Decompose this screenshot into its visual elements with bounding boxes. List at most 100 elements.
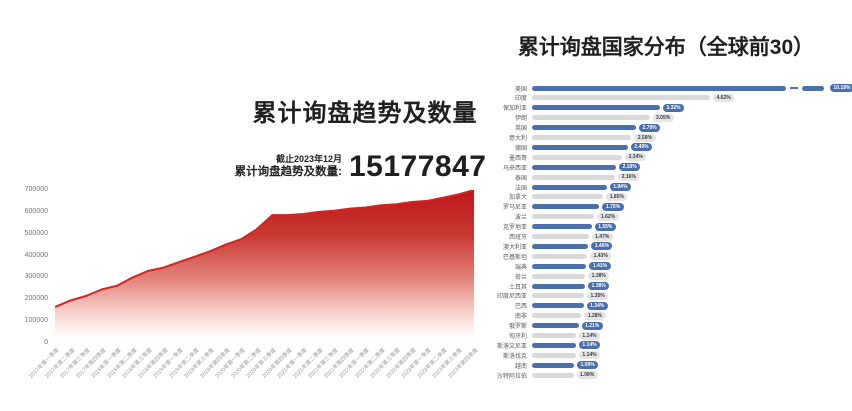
trend-total-value: 15177847 <box>349 150 487 183</box>
country-bar-row: 德国 2.49% <box>455 143 850 152</box>
country-bar-row: 俄罗斯 1.21% <box>455 321 850 331</box>
trend-chart-title: 累计询盘趋势及数量 <box>252 100 478 127</box>
country-bar <box>532 115 650 121</box>
country-bar-row: 罗马尼亚 1.75% <box>455 202 850 211</box>
country-bar-row: 匈牙利 1.14% <box>455 331 850 340</box>
country-label: 泰国 <box>514 175 527 182</box>
country-value-badge: 4.62% <box>713 93 735 102</box>
country-label: 德国 <box>514 145 527 152</box>
country-label: 意大利 <box>508 136 527 142</box>
country-bar <box>532 243 589 249</box>
country-label: 加拿大 <box>508 195 527 202</box>
country-value-badge: 1.28% <box>584 311 606 320</box>
y-tick-label: 100000 <box>24 317 48 325</box>
y-tick-label: 200000 <box>24 295 48 303</box>
country-label: 匈牙利 <box>508 334 527 340</box>
country-bar-row: 澳大利亚 1.46% <box>455 242 850 251</box>
country-bar <box>532 273 586 279</box>
country-label: 印度 <box>514 96 527 103</box>
country-value-badge: 1.41% <box>589 262 611 271</box>
country-value-badge: 1.55% <box>594 222 616 231</box>
country-label: 沙特阿拉伯 <box>496 373 527 380</box>
country-label: 法国 <box>514 185 527 192</box>
country-bar-row: 印度尼西亚 1.35% <box>455 291 850 301</box>
country-label: 墨西哥 <box>508 155 527 162</box>
country-bar-row: 南非 1.28% <box>455 311 850 321</box>
country-bar-row: 印度 4.62% <box>455 93 850 103</box>
y-tick-label: 500000 <box>24 229 48 237</box>
country-value-badge: 1.75% <box>602 202 624 211</box>
country-bar <box>532 105 660 111</box>
country-bar <box>532 144 628 150</box>
country-bar <box>532 333 576 338</box>
country-bar-row: 加拿大 1.85% <box>455 192 850 202</box>
country-bar <box>532 313 582 319</box>
y-tick-label: 400000 <box>24 251 48 259</box>
country-bar <box>532 204 600 210</box>
country-bar-row: 伊朗 3.05% <box>455 113 850 122</box>
country-bar <box>532 372 574 378</box>
country-label: 瑞典 <box>514 264 527 271</box>
country-value-badge: 10.18% <box>830 84 852 92</box>
country-value-badge: 1.21% <box>581 321 603 330</box>
country-value-badge: 2.16% <box>618 173 640 182</box>
country-value-badge: 2.58% <box>634 133 656 142</box>
country-bar <box>532 263 587 269</box>
country-bar <box>532 303 584 309</box>
country-bar <box>532 135 632 140</box>
country-bar <box>532 283 586 289</box>
country-chart-title: 累计询盘国家分布（全球前30） <box>517 36 815 59</box>
axis-break-dash <box>790 87 798 89</box>
country-label: 荷兰 <box>514 274 527 281</box>
country-bar-row: 巴西 1.34% <box>455 301 850 310</box>
country-value-badge: 1.14% <box>578 351 601 360</box>
country-label: 巴基斯坦 <box>502 254 527 261</box>
country-bar-row: 英国 2.70% <box>455 123 850 132</box>
axis-break-segment <box>802 85 824 91</box>
country-bar-row: 斯洛伐克 1.14% <box>455 351 850 360</box>
y-tick-label: 600000 <box>24 207 48 215</box>
country-value-badge: 1.08% <box>576 371 598 380</box>
trend-annotation: 截止2023年12月 累计询盘趋势及数量: 15177847 <box>166 150 487 183</box>
country-bar-row: 斯洛文尼亚 1.14% <box>455 341 850 350</box>
country-label: 南非 <box>514 314 527 321</box>
country-value-badge: 1.14% <box>578 331 601 340</box>
trend-line <box>55 190 474 343</box>
country-bar-row: 巴基斯坦 1.43% <box>455 252 850 261</box>
country-value-badge: 2.34% <box>625 153 647 162</box>
country-value-badge: 3.05% <box>652 113 674 122</box>
country-label: 马来西亚 <box>502 165 527 172</box>
country-bar-row: 西班牙 1.47% <box>455 232 850 241</box>
country-bar <box>532 293 584 299</box>
trend-plot-area <box>55 190 474 343</box>
country-value-badge: 1.43% <box>590 252 612 261</box>
country-bar-row: 土耳其 1.38% <box>455 282 850 291</box>
country-value-badge: 1.38% <box>588 272 610 281</box>
country-label: 土耳其 <box>508 284 527 291</box>
country-bar <box>532 224 592 230</box>
trend-annotation-label: 累计询盘趋势及数量: <box>234 166 342 178</box>
country-bar-row: 波兰 1.62% <box>455 212 850 222</box>
country-label: 保加利亚 <box>502 106 527 113</box>
country-label: 斯洛伐克 <box>502 353 527 360</box>
country-label: 克罗地亚 <box>502 225 527 232</box>
country-label: 越南 <box>514 363 527 370</box>
country-bar <box>532 234 589 239</box>
country-label: 俄罗斯 <box>508 324 527 331</box>
country-bar <box>532 174 616 180</box>
country-bar-row: 意大利 2.58% <box>455 133 850 142</box>
country-bar <box>532 194 604 200</box>
country-bar-row: 越南 1.09% <box>455 361 850 370</box>
y-tick-label: 0 <box>44 339 48 346</box>
country-label: 印度尼西亚 <box>496 294 527 301</box>
y-tick-label: 700000 <box>24 186 48 193</box>
trend-annotation-date: 截止2023年12月 <box>275 154 342 164</box>
country-value-badge: 1.34% <box>586 301 608 310</box>
country-value-badge: 3.32% <box>662 103 685 112</box>
country-value-badge: 1.62% <box>597 212 619 221</box>
country-value-badge: 2.18% <box>618 163 641 172</box>
country-label: 波兰 <box>514 215 527 222</box>
country-bar <box>532 352 576 358</box>
country-bar <box>532 342 576 348</box>
